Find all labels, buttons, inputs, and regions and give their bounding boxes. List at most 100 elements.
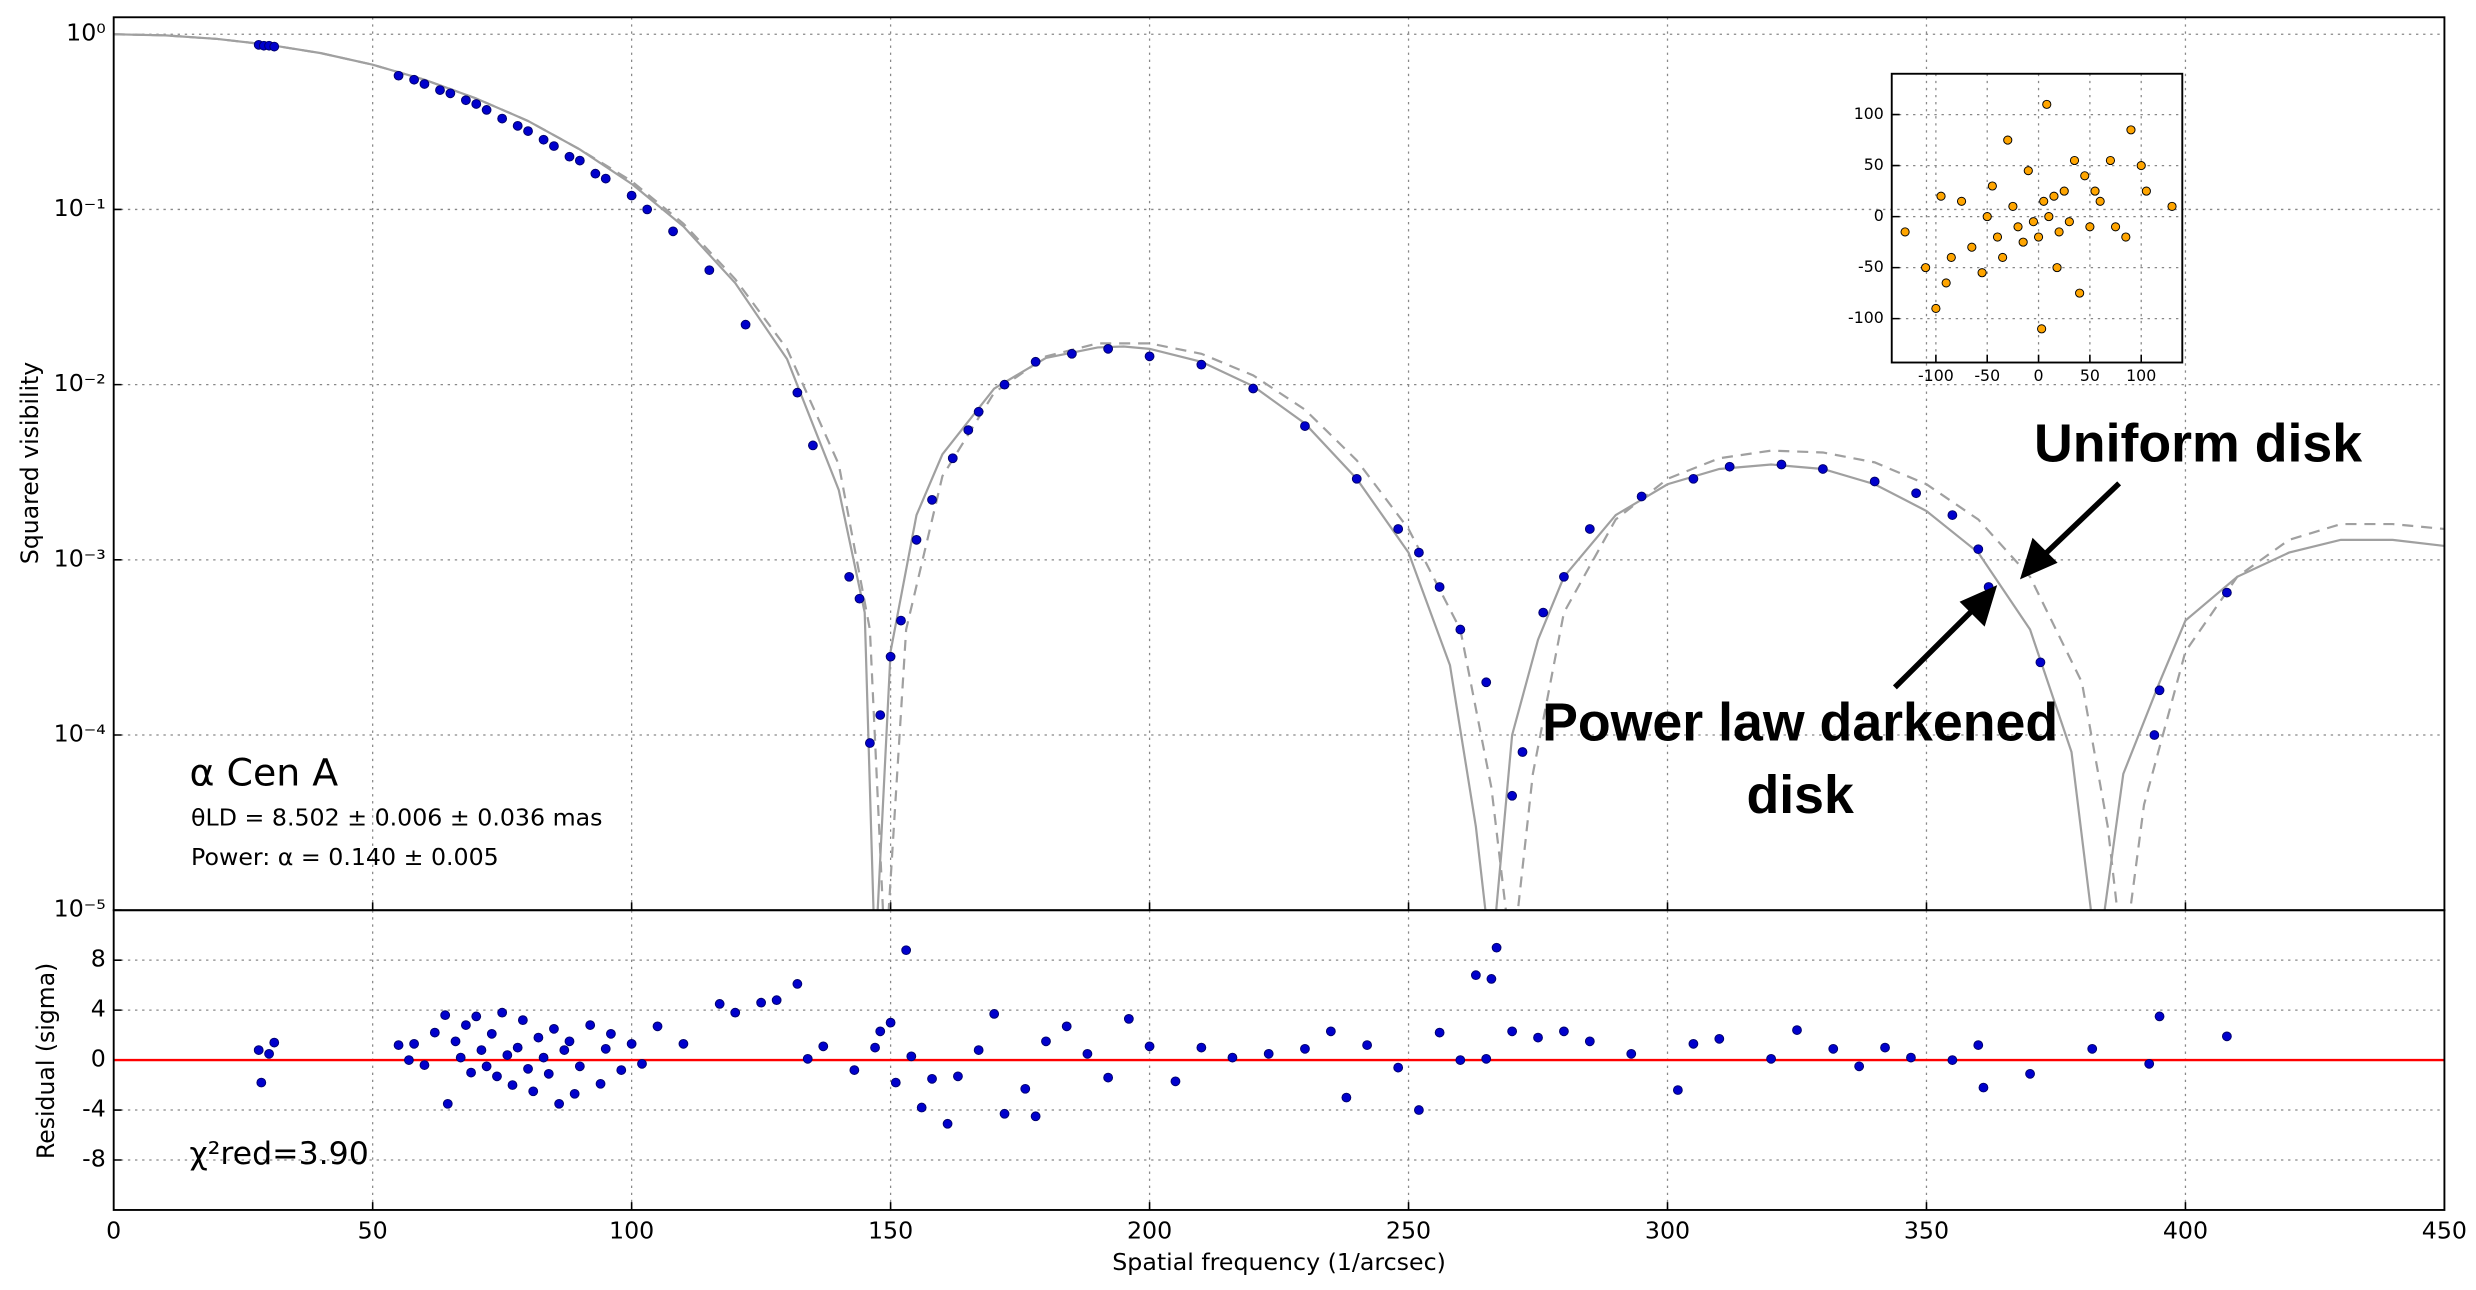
x-tick-label: 0 xyxy=(2034,366,2044,385)
data-point xyxy=(466,1067,476,1078)
data-point xyxy=(2121,232,2131,242)
data-point xyxy=(1973,1040,1984,1050)
data-point xyxy=(1066,348,1077,359)
data-point xyxy=(1584,1036,1595,1047)
data-point xyxy=(595,1078,606,1089)
data-point xyxy=(1533,1032,1543,1043)
data-point xyxy=(1486,974,1497,984)
x-tick-label: 100 xyxy=(2126,366,2156,385)
data-point xyxy=(574,1061,585,1072)
data-point xyxy=(264,1048,274,1059)
data-point xyxy=(2090,186,2100,196)
data-point xyxy=(2049,191,2059,201)
data-point xyxy=(1946,252,1956,262)
annotation: χ²red=3.90 xyxy=(189,1136,368,1172)
data-point xyxy=(1414,547,1424,558)
data-point xyxy=(1248,383,1259,394)
data-point xyxy=(429,1027,440,1038)
panel xyxy=(113,910,2445,1210)
data-point xyxy=(600,173,611,184)
data-point xyxy=(999,379,1010,390)
data-point xyxy=(1351,473,1362,484)
annotation: Uniform disk xyxy=(2034,415,2362,474)
data-point xyxy=(1636,491,1647,502)
data-point xyxy=(590,168,601,179)
data-point xyxy=(1517,747,1528,757)
data-point xyxy=(854,593,865,604)
data-point xyxy=(1956,196,1967,206)
y-tick-label: 10⁻² xyxy=(54,369,106,397)
x-tick-label: -100 xyxy=(1918,366,1954,385)
plot-layer: 10⁰ 10⁻¹ 10⁻² 10⁻³ 10⁻⁴ 10⁻⁵ 0 50 100 150 200 250 30… xyxy=(54,16,2467,1244)
data-point xyxy=(2028,217,2039,227)
data-point xyxy=(2042,99,2052,109)
data-point xyxy=(2095,196,2105,206)
data-point xyxy=(1854,1061,1865,1072)
data-point xyxy=(989,1009,1000,1019)
data-point xyxy=(517,1015,528,1025)
data-point xyxy=(497,1007,508,1018)
frame xyxy=(112,909,2446,1211)
y-tick-label: 10⁻⁵ xyxy=(54,895,106,923)
data-point xyxy=(942,1118,953,1129)
arrow-head xyxy=(2020,537,2058,580)
data-point xyxy=(393,70,404,81)
data-point xyxy=(2136,161,2146,171)
data-point xyxy=(1967,242,1977,252)
data-point xyxy=(1144,351,1155,362)
data-point xyxy=(849,1065,860,1075)
data-point xyxy=(533,1032,544,1043)
data-point xyxy=(2080,171,2090,181)
data-point xyxy=(450,1036,461,1047)
data-point xyxy=(953,1071,963,1082)
data-point xyxy=(1393,1062,1404,1073)
data-point xyxy=(2033,232,2044,242)
data-point xyxy=(1626,1048,1637,1059)
data-point xyxy=(523,1063,533,1074)
data-point xyxy=(2167,201,2177,211)
arrow-head xyxy=(1959,585,1998,627)
data-point xyxy=(896,615,906,626)
data-point xyxy=(419,79,430,89)
data-point xyxy=(600,1043,611,1054)
data-point xyxy=(507,1080,518,1090)
data-point xyxy=(2144,1058,2155,1069)
data-point xyxy=(409,1038,419,1049)
data-point xyxy=(802,1053,813,1064)
data-point xyxy=(1688,473,1699,484)
data-point xyxy=(1714,1033,1725,1044)
data-point xyxy=(1559,571,1569,582)
data-point xyxy=(1973,544,1984,555)
data-point xyxy=(440,1010,451,1020)
data-point xyxy=(1688,1038,1699,1049)
data-point xyxy=(2035,657,2046,668)
arrow xyxy=(1892,603,1979,690)
panel xyxy=(1891,73,2183,363)
data-point xyxy=(1263,1048,1274,1059)
data-point xyxy=(2023,166,2033,176)
y-tick-label: -100 xyxy=(1848,308,1884,327)
data-point xyxy=(864,738,875,748)
data-point xyxy=(1998,252,2008,262)
data-point xyxy=(906,1051,917,1062)
data-point xyxy=(1362,1040,1373,1050)
data-point xyxy=(1982,212,1992,222)
data-point xyxy=(818,1041,829,1052)
data-point xyxy=(2085,222,2095,232)
data-point xyxy=(704,265,715,276)
x-tick-label: 400 xyxy=(2163,1216,2208,1244)
data-point xyxy=(916,1102,927,1113)
x-tick-label: 200 xyxy=(1127,1216,1172,1244)
data-point xyxy=(911,535,922,545)
data-point xyxy=(1144,1041,1155,1052)
arrows xyxy=(1892,481,2122,690)
data-point xyxy=(1103,1072,1114,1083)
data-point xyxy=(409,74,419,85)
data-point xyxy=(1992,232,2003,242)
data-point xyxy=(471,99,482,109)
data-point xyxy=(1947,510,1958,520)
data-point xyxy=(730,1007,741,1018)
data-point xyxy=(870,1042,880,1053)
y-tick-label: 8 xyxy=(91,945,106,973)
